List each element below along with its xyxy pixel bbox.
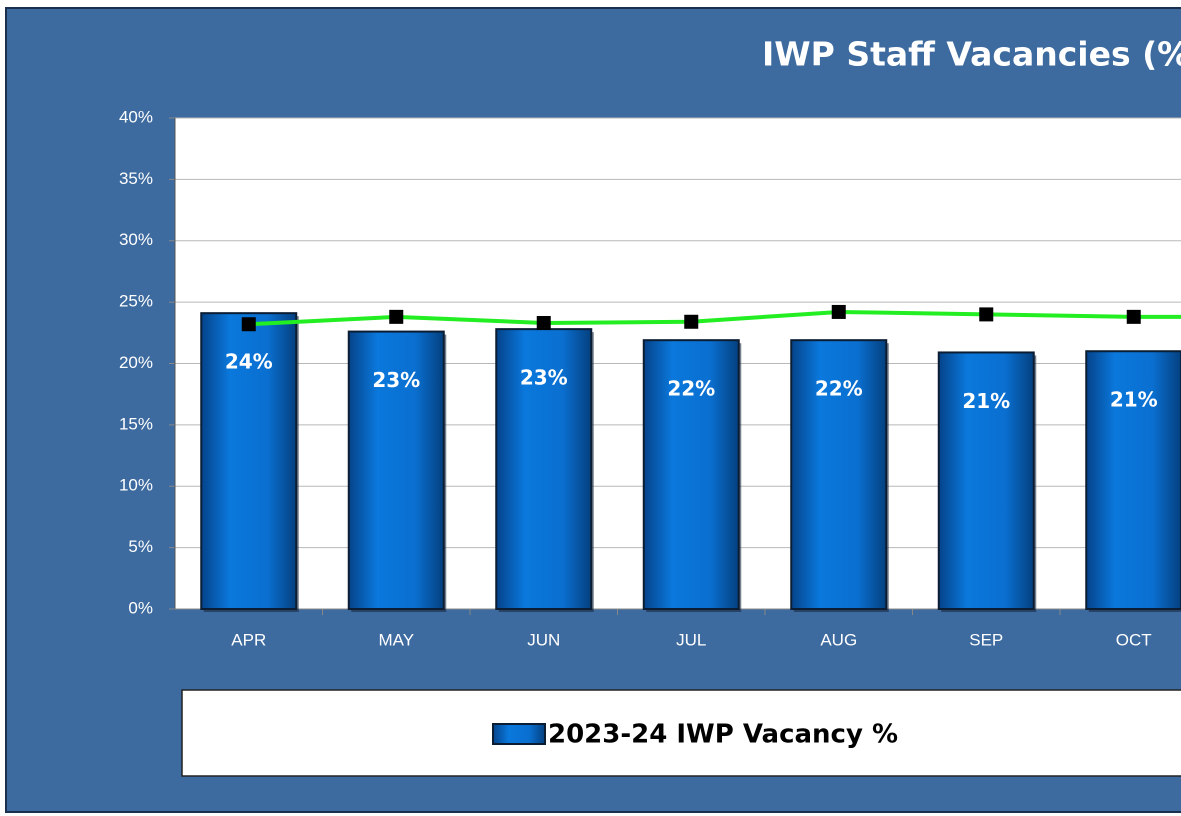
y-tick-label: 15% (119, 414, 153, 433)
bar (347, 330, 445, 610)
data-label: 23% (372, 368, 420, 392)
x-tick-label: SEP (969, 630, 1003, 649)
line-marker (831, 304, 846, 319)
data-label: 21% (962, 389, 1010, 413)
bar (200, 312, 298, 610)
y-tick-label: 0% (128, 598, 153, 617)
bar (495, 328, 593, 610)
legend-swatch (492, 723, 546, 745)
line-marker (241, 317, 256, 332)
x-tick-label: JUL (676, 630, 706, 649)
line-marker (1126, 309, 1141, 324)
bar (790, 339, 888, 610)
y-tick-label: 35% (119, 169, 153, 188)
x-tick-label: JUN (527, 630, 560, 649)
x-tick-label: MAY (378, 630, 414, 649)
y-tick-label: 40% (119, 107, 153, 126)
line-marker (684, 314, 699, 329)
data-label: 24% (225, 350, 273, 374)
chart-title: IWP Staff Vacancies (% (762, 35, 1181, 74)
y-tick-label: 30% (119, 230, 153, 249)
x-tick-label: APR (231, 630, 266, 649)
line-marker (536, 315, 551, 330)
line-marker (389, 309, 404, 324)
y-tick-label: 5% (128, 537, 153, 556)
legend (181, 689, 1181, 777)
x-tick-label: OCT (1116, 630, 1152, 649)
bar (642, 339, 740, 610)
data-label: 23% (520, 366, 568, 390)
line-marker (979, 307, 994, 322)
bar (937, 351, 1035, 610)
y-tick-label: 25% (119, 292, 153, 311)
data-label: 22% (815, 377, 863, 401)
y-tick-label: 10% (119, 476, 153, 495)
legend-label: 2023-24 IWP Vacancy % (548, 720, 898, 750)
data-label: 22% (667, 377, 715, 401)
x-tick-label: AUG (820, 630, 857, 649)
line-series (248, 309, 1181, 327)
bar (1085, 350, 1181, 610)
data-label: 21% (1110, 388, 1158, 412)
y-tick-label: 20% (119, 353, 153, 372)
